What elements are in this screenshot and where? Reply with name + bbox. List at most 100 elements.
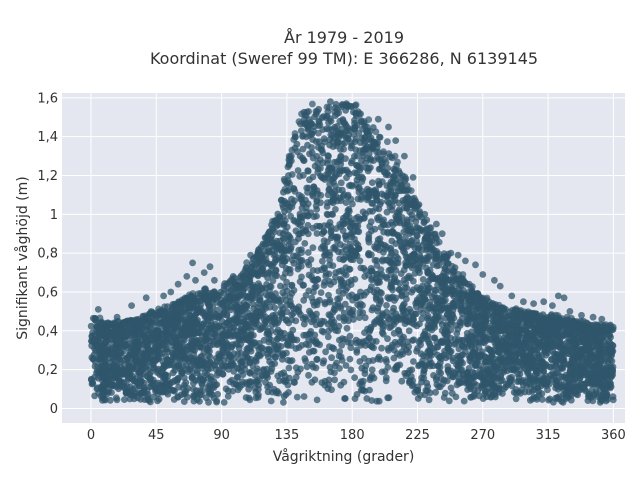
data-point xyxy=(325,376,333,384)
data-point xyxy=(159,365,167,373)
data-point xyxy=(362,342,369,349)
data-point xyxy=(335,248,342,256)
data-point xyxy=(449,301,457,308)
data-point xyxy=(419,282,426,290)
data-point xyxy=(474,387,482,394)
data-point xyxy=(341,139,349,147)
data-point xyxy=(296,230,304,238)
chart-title-block: År 1979 - 2019 Koordinat (Sweref 99 TM):… xyxy=(0,27,640,69)
data-point xyxy=(338,335,346,343)
data-point xyxy=(360,214,368,222)
data-point xyxy=(399,350,407,358)
data-point xyxy=(311,338,318,346)
data-point xyxy=(184,343,192,350)
data-point xyxy=(357,292,365,300)
data-point xyxy=(325,270,333,278)
data-point xyxy=(166,361,174,368)
data-point xyxy=(346,355,354,363)
data-point xyxy=(122,389,130,397)
data-point xyxy=(589,363,597,371)
chart-subtitle: Koordinat (Sweref 99 TM): E 366286, N 61… xyxy=(149,49,539,68)
data-point xyxy=(198,353,206,360)
data-point xyxy=(279,274,287,281)
data-point xyxy=(289,326,297,334)
data-point xyxy=(441,330,449,338)
data-point xyxy=(486,327,494,334)
data-point xyxy=(383,302,390,309)
data-point xyxy=(426,266,434,274)
data-point xyxy=(439,279,446,287)
data-point xyxy=(326,251,334,259)
data-point xyxy=(336,365,343,372)
data-point xyxy=(519,377,527,384)
data-point xyxy=(299,171,307,179)
data-point xyxy=(288,282,296,290)
data-point xyxy=(486,365,494,373)
data-point xyxy=(230,380,238,388)
data-point xyxy=(368,283,375,291)
data-point xyxy=(387,246,394,254)
data-point xyxy=(303,184,311,192)
data-point xyxy=(327,368,335,376)
data-point xyxy=(515,359,523,367)
data-point xyxy=(447,384,455,392)
data-point xyxy=(337,282,345,290)
data-point xyxy=(404,369,412,377)
data-point xyxy=(517,327,525,334)
data-point xyxy=(358,178,366,186)
data-point xyxy=(274,335,281,343)
data-point xyxy=(324,320,332,328)
data-point xyxy=(177,317,185,325)
data-point xyxy=(346,332,354,340)
data-point xyxy=(599,349,607,357)
data-point xyxy=(299,145,307,153)
data-point xyxy=(446,340,453,348)
data-point xyxy=(333,359,340,367)
data-point xyxy=(367,323,375,331)
data-point xyxy=(380,168,388,176)
data-point xyxy=(408,241,416,249)
data-point xyxy=(194,367,201,375)
data-point xyxy=(472,361,480,369)
data-point xyxy=(298,218,306,226)
data-point xyxy=(414,383,422,391)
data-point xyxy=(347,181,355,189)
data-point xyxy=(398,243,405,251)
data-point xyxy=(321,138,329,146)
data-point xyxy=(89,379,97,387)
data-point xyxy=(534,323,542,331)
data-point xyxy=(282,377,290,385)
data-point xyxy=(336,348,344,355)
data-points xyxy=(87,98,617,406)
data-point xyxy=(251,339,259,347)
data-point xyxy=(219,370,227,378)
data-point xyxy=(263,365,271,373)
data-point xyxy=(500,385,508,392)
data-point xyxy=(322,348,329,356)
data-point xyxy=(447,316,454,324)
data-point xyxy=(204,317,212,325)
data-point xyxy=(329,262,337,270)
data-point xyxy=(353,152,361,160)
data-point xyxy=(378,329,386,336)
data-point xyxy=(374,243,382,251)
data-point xyxy=(250,305,258,313)
data-point xyxy=(526,396,534,404)
data-point xyxy=(287,212,294,220)
data-point xyxy=(585,356,593,364)
data-point xyxy=(264,274,271,282)
data-point xyxy=(432,388,439,396)
data-point xyxy=(523,382,531,390)
data-point xyxy=(558,397,565,405)
data-point xyxy=(310,183,318,191)
data-point xyxy=(352,215,360,222)
data-point xyxy=(175,383,183,391)
data-point xyxy=(596,387,604,394)
data-point xyxy=(338,341,346,349)
data-point xyxy=(345,205,353,213)
data-point xyxy=(348,230,356,237)
data-point xyxy=(93,369,100,377)
data-point xyxy=(340,378,348,386)
data-point xyxy=(298,249,305,256)
